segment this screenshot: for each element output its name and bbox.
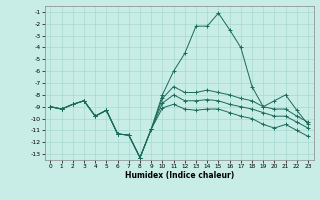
- X-axis label: Humidex (Indice chaleur): Humidex (Indice chaleur): [124, 171, 234, 180]
